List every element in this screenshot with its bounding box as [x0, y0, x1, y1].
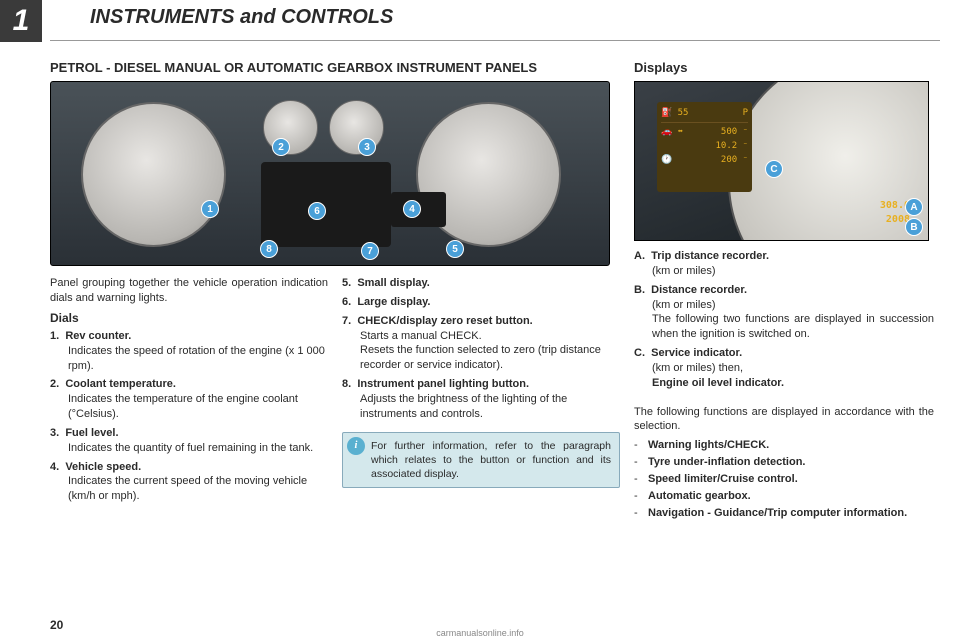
right-item-a: A. Trip distance recorder. (km or miles)	[634, 249, 934, 279]
dial-item-3: 3. Fuel level. Indicates the quantity of…	[50, 426, 328, 456]
dial-2-num: 2.	[50, 378, 59, 390]
dials-heading: Dials	[50, 310, 328, 326]
rc-desc2: Engine oil level indicator.	[634, 376, 934, 391]
dial-item-4: 4. Vehicle speed. Indicates the current …	[50, 460, 328, 505]
marker-6: 6	[308, 202, 326, 220]
dial-1-desc: Indicates the speed of rotation of the e…	[50, 344, 328, 374]
right-column: Displays ⛽ 55P 🚗 ⬌500 ⁻ 10.2 ⁻ 🕐200 ⁻ 30…	[634, 60, 934, 610]
mid-item-8: 8. Instrument panel lighting button. Adj…	[342, 377, 620, 422]
info-box: i For further information, refer to the …	[342, 432, 620, 489]
info-text: For further information, refer to the pa…	[371, 440, 611, 480]
right-section-title: Displays	[634, 60, 934, 75]
lcd-r0-r: P	[743, 106, 748, 120]
marker-5: 5	[446, 240, 464, 258]
ra-num: A.	[634, 250, 645, 262]
rb-desc2: The following two functions are displaye…	[634, 312, 934, 342]
marker-8: 8	[260, 240, 278, 258]
bullet-3: Automatic gearbox.	[648, 489, 934, 504]
left-section-title: PETROL - DIESEL MANUAL OR AUTOMATIC GEAR…	[50, 60, 620, 75]
dial-1-label: Rev counter.	[65, 330, 131, 342]
marker-c: C	[765, 160, 783, 178]
lcd-r1-r: 500 ⁻	[721, 125, 748, 139]
left-two-column: Panel grouping together the vehicle oper…	[50, 276, 620, 508]
follow-text: The following functions are displayed in…	[634, 405, 934, 435]
mid-8-label: Instrument panel lighting button.	[357, 378, 529, 390]
rb-label: Distance recorder.	[651, 284, 747, 296]
right-list: A. Trip distance recorder. (km or miles)…	[634, 249, 934, 523]
bullet-0: Warning lights/CHECK.	[648, 438, 934, 453]
mid-item-6: 6. Large display.	[342, 295, 620, 310]
buttons-column: 5. Small display. 6. Large display. 7. C…	[342, 276, 620, 508]
dial-2-desc: Indicates the temperature of the engine …	[50, 392, 328, 422]
rc-num: C.	[634, 347, 645, 359]
mid-6-num: 6.	[342, 296, 351, 308]
right-item-c: C. Service indicator. (km or miles) then…	[634, 346, 934, 391]
mid-7-desc: Starts a manual CHECK.	[342, 329, 620, 344]
bullet-list: -Warning lights/CHECK. -Tyre under-infla…	[634, 438, 934, 520]
bullet-4: Navigation - Guidance/Trip computer info…	[648, 506, 934, 521]
right-item-b: B. Distance recorder. (km or miles) The …	[634, 283, 934, 342]
lcd-r1-l: 🚗 ⬌	[661, 125, 683, 139]
mid-8-desc: Adjusts the brightness of the lighting o…	[342, 392, 620, 422]
ra-label: Trip distance recorder.	[651, 250, 769, 262]
dial-3-label: Fuel level.	[65, 427, 118, 439]
ra-desc: (km or miles)	[634, 264, 934, 279]
info-icon: i	[347, 437, 365, 455]
dial-4-desc: Indicates the current speed of the movin…	[50, 474, 328, 504]
dial-2-label: Coolant temperature.	[65, 378, 176, 390]
mid-5-num: 5.	[342, 277, 351, 289]
instrument-panel-figure: 1 2 3 4 5 6 7 8	[50, 81, 610, 266]
mid-item-7: 7. CHECK/display zero reset button. Star…	[342, 314, 620, 373]
mid-6-label: Large display.	[357, 296, 430, 308]
dial-3-num: 3.	[50, 427, 59, 439]
mid-5-label: Small display.	[357, 277, 430, 289]
displays-figure: ⛽ 55P 🚗 ⬌500 ⁻ 10.2 ⁻ 🕐200 ⁻ 308.0 2008 …	[634, 81, 929, 241]
mid-item-5: 5. Small display.	[342, 276, 620, 291]
chapter-title: INSTRUMENTS and CONTROLS	[90, 6, 393, 29]
marker-a: A	[905, 198, 923, 216]
content-area: PETROL - DIESEL MANUAL OR AUTOMATIC GEAR…	[50, 60, 940, 610]
mid-7-desc2: Resets the function selected to zero (tr…	[342, 343, 620, 373]
lcd-panel: ⛽ 55 P 🚗 ⬌ 500 ⁻ 10.2 ⁻ 🕐 200 ⁻	[657, 102, 752, 192]
marker-1: 1	[201, 200, 219, 218]
footer-url: carmanualsonline.info	[0, 628, 960, 638]
lcd-r3-l: 🕐	[661, 153, 672, 167]
rb-desc: (km or miles)	[634, 298, 934, 313]
dial-item-2: 2. Coolant temperature. Indicates the te…	[50, 377, 328, 422]
marker-7: 7	[361, 242, 379, 260]
rb-num: B.	[634, 284, 645, 296]
dial-item-1: 1. Rev counter. Indicates the speed of r…	[50, 329, 328, 374]
bullet-1: Tyre under-inflation detection.	[648, 455, 934, 470]
dial-3-desc: Indicates the quantity of fuel remaining…	[50, 441, 328, 456]
chapter-number-tab: 1	[0, 0, 42, 42]
rc-desc: (km or miles) then,	[634, 361, 934, 376]
center-display	[261, 162, 391, 247]
dial-4-label: Vehicle speed.	[65, 461, 141, 473]
lcd-r2-r: 10.2 ⁻	[715, 139, 748, 153]
mid-8-num: 8.	[342, 378, 351, 390]
marker-2: 2	[272, 138, 290, 156]
dial-rev-counter	[81, 102, 226, 247]
dial-4-num: 4.	[50, 461, 59, 473]
mid-7-label: CHECK/display zero reset button.	[357, 315, 532, 327]
dial-1-num: 1.	[50, 330, 59, 342]
lcd-r0-l: ⛽ 55	[661, 106, 688, 120]
lcd-r3-r: 200 ⁻	[721, 153, 748, 167]
rc-label: Service indicator.	[651, 347, 742, 359]
mid-7-num: 7.	[342, 315, 351, 327]
marker-4: 4	[403, 200, 421, 218]
intro-text: Panel grouping together the vehicle oper…	[50, 276, 328, 306]
dials-column: Panel grouping together the vehicle oper…	[50, 276, 328, 508]
left-column: PETROL - DIESEL MANUAL OR AUTOMATIC GEAR…	[50, 60, 620, 610]
title-rule	[50, 40, 940, 41]
marker-b: B	[905, 218, 923, 236]
bullet-2: Speed limiter/Cruise control.	[648, 472, 934, 487]
marker-3: 3	[358, 138, 376, 156]
